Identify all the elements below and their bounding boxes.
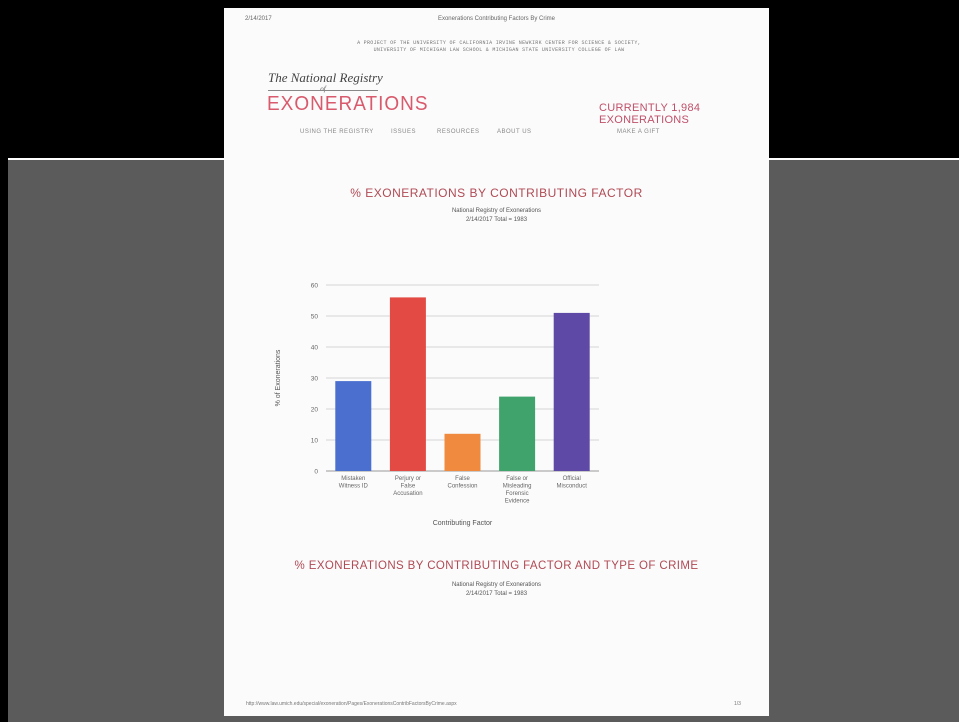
logo-wordmark[interactable]: EXONERATIONS: [267, 93, 429, 116]
project-credits: A PROJECT OF THE UNIVERSITY OF CALIFORNI…: [284, 40, 714, 54]
x-tick-label: Evidence: [505, 499, 530, 505]
y-tick-label: 50: [311, 314, 319, 321]
x-tick-label: Mistaken: [341, 476, 365, 482]
x-tick-label: False: [401, 484, 416, 490]
x-tick-label: False: [455, 476, 470, 482]
chart-subtitle-source: National Registry of Exonerations: [451, 208, 542, 214]
bar: [553, 312, 590, 471]
print-date: 2/14/2017: [245, 16, 272, 22]
x-tick-label: Official: [563, 476, 581, 482]
bar: [444, 433, 481, 471]
scanned-document-page: 2/14/2017 Exonerations Contributing Fact…: [224, 8, 769, 716]
chart-subtitle-total: 2/14/2017 Total = 1983: [465, 217, 528, 223]
exoneration-count: CURRENTLY 1,984 EXONERATIONS: [599, 102, 701, 126]
nav-using-registry[interactable]: USING THE REGISTRY: [300, 129, 374, 135]
chart-subtitle: National Registry of Exonerations 2/14/2…: [224, 207, 769, 225]
y-tick-label: 10: [311, 438, 319, 445]
y-tick-label: 30: [311, 376, 319, 383]
y-tick-label: 60: [311, 283, 319, 290]
x-tick-label: Perjury or: [395, 476, 421, 482]
bar: [499, 396, 536, 471]
nav-issues[interactable]: ISSUES: [391, 129, 417, 135]
x-axis-label: Contributing Factor: [433, 520, 493, 527]
nav-make-a-gift[interactable]: MAKE A GIFT: [617, 129, 660, 135]
footer-page-number: 1/3: [734, 701, 741, 707]
footer-url: http://www.law.umich.edu/special/exonera…: [246, 701, 457, 707]
logo-of: of: [320, 85, 326, 93]
x-tick-label: Misconduct: [557, 484, 588, 490]
second-chart-subtitle-total: 2/14/2017 Total = 1983: [465, 591, 528, 597]
project-credits-line-1: A PROJECT OF THE UNIVERSITY OF CALIFORNI…: [357, 40, 641, 46]
logo-subtitle: The National Registry: [268, 70, 383, 85]
chart-heading: % EXONERATIONS BY CONTRIBUTING FACTOR: [350, 186, 643, 200]
x-tick-label: Witness ID: [339, 484, 369, 490]
y-tick-label: 0: [314, 469, 318, 476]
x-tick-label: Accusation: [393, 491, 422, 497]
bar: [389, 297, 426, 471]
y-axis-label: % of Exonerations: [275, 349, 282, 406]
x-tick-label: Forensic: [506, 491, 529, 497]
second-chart-subtitle-source: National Registry of Exonerations: [451, 582, 542, 588]
nav-resources[interactable]: RESOURCES: [437, 129, 480, 135]
y-tick-label: 20: [311, 407, 319, 414]
x-tick-label: Misleading: [503, 484, 532, 490]
print-page-title: Exonerations Contributing Factors By Cri…: [437, 16, 556, 22]
contributing-factor-bar-chart: 0 10 20 30 40 50 60 % of Exonerations Mistaken Wi…: [275, 283, 599, 527]
x-tick-label: Confession: [447, 484, 477, 490]
bar: [335, 381, 372, 471]
second-chart-heading: % EXONERATIONS BY CONTRIBUTING FACTOR AN…: [294, 560, 699, 572]
logo-rule: [268, 90, 378, 91]
nav-about-us[interactable]: ABOUT US: [497, 129, 532, 135]
project-credits-line-2: UNIVERSITY OF MICHIGAN LAW SCHOOL & MICH…: [373, 47, 625, 53]
second-chart-subtitle: National Registry of Exonerations 2/14/2…: [224, 581, 769, 599]
y-tick-label: 40: [311, 345, 319, 352]
x-tick-label: False or: [506, 476, 528, 482]
